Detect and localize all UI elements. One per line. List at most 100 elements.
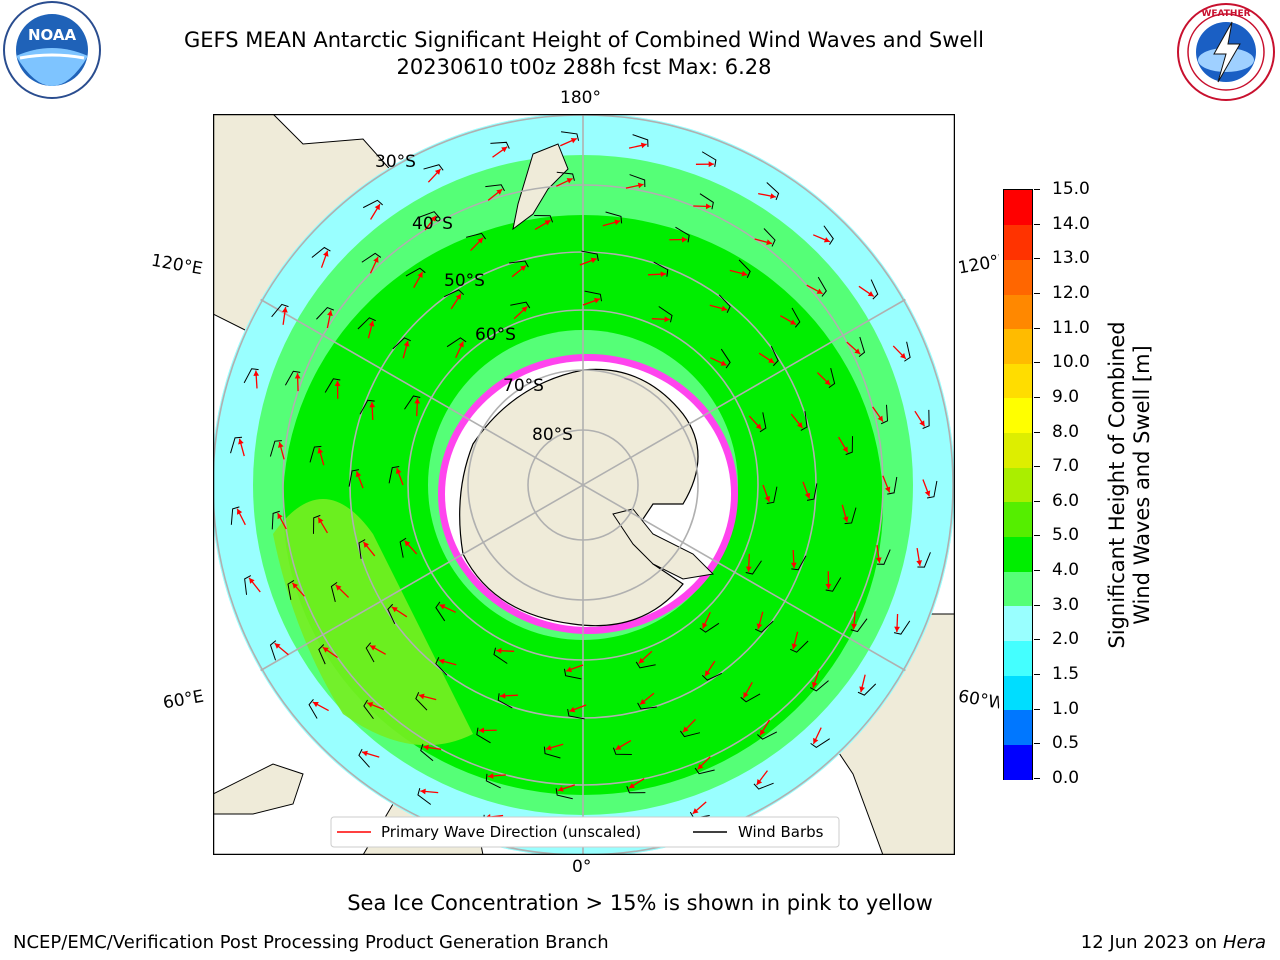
colorbar-tick-mark: [1034, 431, 1040, 433]
colorbar-tick-mark: [1034, 396, 1040, 398]
wind-barb: [844, 507, 857, 525]
wind-barb: [415, 692, 428, 711]
wave-arrowhead: [477, 237, 484, 244]
wave-arrowhead: [249, 577, 255, 584]
lat-label-60s: 60°S: [475, 325, 516, 345]
wave-arrowhead: [614, 219, 621, 226]
wind-barb: [497, 693, 513, 709]
wave-arrowhead: [418, 693, 425, 700]
wave-arrowhead: [813, 737, 819, 744]
wind-barb: [876, 549, 891, 565]
wind-barb: [405, 267, 426, 277]
wind-barb: [653, 261, 669, 277]
wave-arrowhead: [455, 293, 462, 300]
wave-arrowhead: [458, 341, 464, 348]
wave-arrowhead: [417, 271, 423, 278]
wind-barb: [806, 483, 818, 501]
colorbar-tick-mark: [1034, 604, 1040, 606]
wind-barb: [791, 555, 807, 571]
wave-arrowhead: [373, 256, 379, 263]
wave-arrowhead: [521, 306, 528, 313]
colorbar-label-line2: Wind Waves and Swell [m]: [1130, 345, 1154, 625]
wind-barb: [485, 184, 505, 192]
wave-arrowhead: [859, 686, 865, 693]
colorbar: [1003, 189, 1033, 780]
wave-arrowhead: [318, 517, 324, 524]
wind-barb: [308, 698, 318, 719]
chart-title: GEFS MEAN Antarctic Significant Height o…: [183, 28, 985, 52]
wind-barb: [309, 445, 322, 463]
wind-barb: [476, 727, 491, 744]
wind-barb: [316, 306, 335, 320]
wave-arrowhead: [369, 645, 376, 651]
wave-arrowhead: [639, 698, 646, 705]
ocean-peak-wave: [273, 499, 473, 746]
wind-barb: [446, 337, 467, 348]
wind-barb: [701, 151, 717, 167]
wave-arrowhead: [327, 310, 333, 317]
colorbar-segment: [1004, 190, 1032, 226]
wave-arrowhead: [545, 744, 552, 751]
wind-barb: [880, 404, 889, 425]
colorbar-tick-label: 8.0: [1052, 421, 1080, 442]
wind-barb: [399, 537, 407, 558]
wave-arrowhead: [682, 726, 689, 733]
colorbar-segment: [1004, 467, 1032, 503]
wave-arrowhead: [790, 319, 797, 325]
wave-arrowhead: [478, 727, 485, 734]
wind-barb: [358, 748, 370, 768]
colorbar-segment: [1004, 571, 1032, 607]
wind-barb: [626, 786, 646, 794]
wind-barb: [418, 211, 440, 218]
wind-barb: [718, 294, 731, 313]
wave-arrowhead: [277, 513, 283, 520]
colorbar-tick-label: 0.0: [1052, 768, 1080, 788]
wind-barb: [311, 246, 331, 258]
wave-arrowhead: [487, 773, 494, 779]
wave-arrowhead: [374, 204, 380, 211]
lon-label-120e: 120°E: [149, 250, 205, 280]
wind-barb: [904, 341, 911, 362]
wave-arrowhead: [367, 702, 374, 708]
wave-arrowhead: [875, 557, 882, 563]
wind-barb: [490, 141, 510, 149]
footer-date: 12 Jun 2023 on Hera: [1081, 932, 1266, 953]
colorbar-segment: [1004, 744, 1032, 780]
wind-barb: [605, 211, 623, 224]
wind-barb: [423, 164, 444, 171]
wind-barb: [763, 228, 776, 247]
wind-barb: [271, 510, 280, 530]
wind-barb: [563, 668, 582, 680]
wave-arrowhead: [420, 788, 426, 795]
colorbar-tick-mark: [1034, 500, 1040, 502]
wave-arrowhead: [790, 562, 797, 568]
colorbar-tick-mark: [1034, 258, 1040, 260]
wind-barb: [509, 260, 529, 268]
wave-arrowhead: [720, 360, 727, 366]
wave-arrowhead: [292, 582, 299, 589]
wind-barb: [738, 259, 751, 278]
wind-barb: [790, 640, 809, 653]
chart-subtitle: 20230610 t00z 288h fcst Max: 6.28: [396, 55, 772, 79]
wave-arrowhead: [697, 763, 704, 770]
colorbar-tick-label: 14.0: [1052, 213, 1090, 234]
wind-barb: [388, 465, 400, 484]
footer-host: Hera: [1222, 932, 1266, 953]
wave-arrowhead: [570, 137, 577, 144]
wind-barb: [485, 773, 501, 789]
colorbar-tick-mark: [1034, 708, 1040, 710]
wave-arrowhead: [640, 142, 647, 149]
wind-barb: [926, 480, 938, 499]
wind-barb: [759, 412, 767, 433]
wind-barb: [675, 226, 690, 243]
wave-arrowhead: [811, 681, 818, 688]
wind-barb: [766, 486, 778, 505]
wind-barb: [581, 250, 599, 262]
wave-arrowhead: [496, 647, 502, 654]
wind-barb: [269, 640, 277, 661]
wave-arrowhead: [391, 606, 398, 613]
wave-arrowhead: [704, 670, 711, 677]
wave-arrowhead: [566, 666, 573, 673]
wind-barb: [701, 672, 723, 681]
colorbar-segment: [1004, 605, 1032, 641]
